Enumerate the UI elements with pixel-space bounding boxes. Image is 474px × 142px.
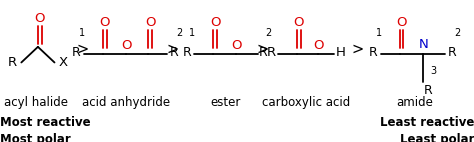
Text: H: H <box>336 46 345 59</box>
Text: R: R <box>424 84 432 97</box>
Text: 3: 3 <box>431 66 437 76</box>
Text: acid anhydride: acid anhydride <box>82 96 170 109</box>
Text: >: > <box>352 42 364 57</box>
Text: R: R <box>72 46 81 59</box>
Text: R: R <box>267 46 276 59</box>
Text: carboxylic acid: carboxylic acid <box>262 96 350 109</box>
Text: amide: amide <box>396 96 433 109</box>
Text: O: O <box>396 16 407 29</box>
Text: R: R <box>369 46 377 59</box>
Text: X: X <box>58 56 68 69</box>
Text: O: O <box>210 16 220 29</box>
Text: Least polar: Least polar <box>400 133 474 142</box>
Text: Most polar: Most polar <box>0 133 71 142</box>
Text: O: O <box>313 39 323 52</box>
Text: O: O <box>100 16 110 29</box>
Text: 1: 1 <box>79 28 85 38</box>
Text: 1: 1 <box>190 28 195 38</box>
Text: ester: ester <box>210 96 240 109</box>
Text: >: > <box>77 42 89 57</box>
Text: R: R <box>259 46 267 59</box>
Text: R: R <box>7 56 17 69</box>
Text: O: O <box>35 12 45 25</box>
Text: O: O <box>121 39 131 52</box>
Text: R: R <box>447 46 456 59</box>
Text: Least reactive: Least reactive <box>380 116 474 129</box>
Text: 1: 1 <box>376 28 382 38</box>
Text: N: N <box>419 37 428 51</box>
Text: acyl halide: acyl halide <box>3 96 68 109</box>
Text: O: O <box>145 16 155 29</box>
Text: O: O <box>293 16 304 29</box>
Text: R: R <box>182 46 191 59</box>
Text: 2: 2 <box>454 28 461 38</box>
Text: 2: 2 <box>265 28 272 38</box>
Text: Most reactive: Most reactive <box>0 116 91 129</box>
Text: >: > <box>167 42 179 57</box>
Text: R: R <box>170 46 178 59</box>
Text: >: > <box>257 42 269 57</box>
Text: O: O <box>231 39 241 52</box>
Text: 2: 2 <box>176 28 183 38</box>
